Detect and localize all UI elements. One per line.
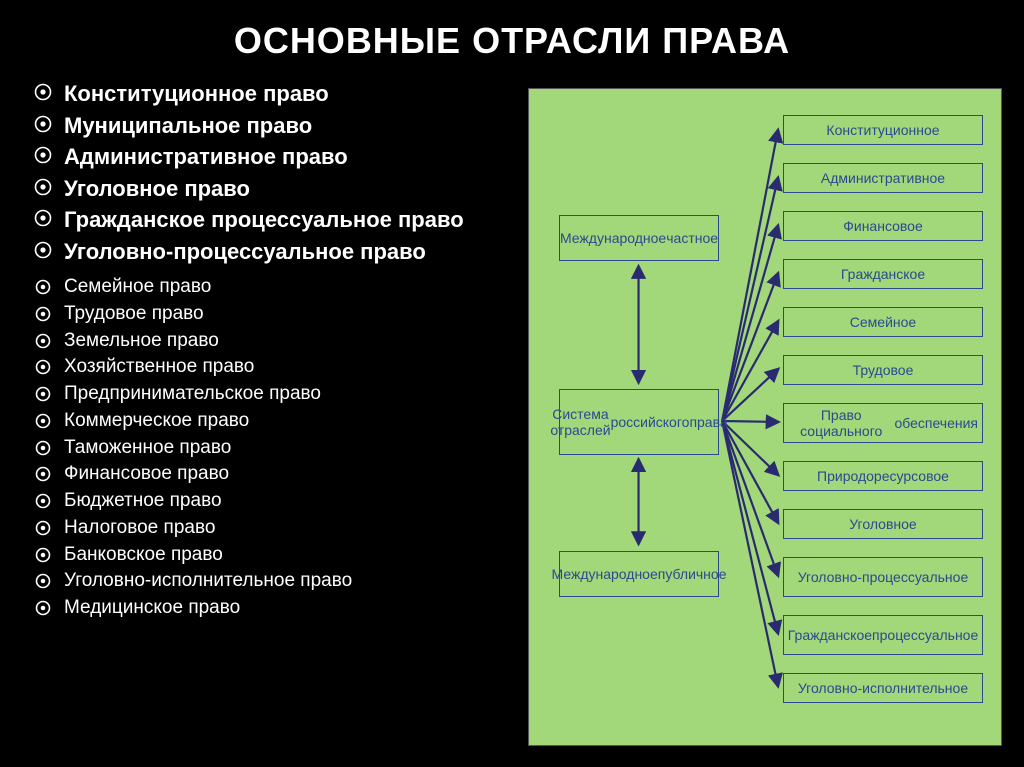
bullet-icon <box>32 517 54 539</box>
bullet-icon <box>32 303 54 325</box>
list-item-label: Налоговое право <box>64 516 215 540</box>
list-item-label: Уголовно-процессуальное право <box>64 238 426 266</box>
list-item: Финансовое право <box>32 462 502 486</box>
list-item: Муниципальное право <box>32 112 502 140</box>
diagram-node-crimproc: Уголовно-процессуальное <box>783 557 983 597</box>
list-item: Семейное право <box>32 275 502 299</box>
list-item: Таможенное право <box>32 436 502 460</box>
diagram-node-const: Конституционное <box>783 115 983 145</box>
bullet-icon <box>32 330 54 352</box>
diagram-node-intl-private: Международноечастное <box>559 215 719 261</box>
list-item: Налоговое право <box>32 516 502 540</box>
diagram-node-civproc: Гражданскоепроцессуальное <box>783 615 983 655</box>
bullet-icon <box>32 207 54 229</box>
list-item-label: Уголовно-исполнительное право <box>64 569 352 593</box>
list-item: Уголовно-исполнительное право <box>32 569 502 593</box>
list-item-label: Таможенное право <box>64 436 231 460</box>
bullet-icon <box>32 276 54 298</box>
list-item-label: Семейное право <box>64 275 211 299</box>
left-column: Конституционное право Муниципальное прав… <box>32 80 502 623</box>
list-item-label: Хозяйственное право <box>64 355 254 379</box>
list-item: Гражданское процессуальное право <box>32 206 502 234</box>
list-item: Уголовно-процессуальное право <box>32 238 502 266</box>
bullet-icon <box>32 81 54 103</box>
list-item-label: Предпринимательское право <box>64 382 321 406</box>
diagram-node-system: Система отраслейроссийскогоправа <box>559 389 719 455</box>
list-item: Медицинское право <box>32 596 502 620</box>
bullet-icon <box>32 570 54 592</box>
bullet-icon <box>32 144 54 166</box>
bold-list: Конституционное право Муниципальное прав… <box>32 80 502 265</box>
list-item: Бюджетное право <box>32 489 502 513</box>
list-item: Предпринимательское право <box>32 382 502 406</box>
list-item: Земельное право <box>32 329 502 353</box>
list-item-label: Коммерческое право <box>64 409 249 433</box>
list-item-label: Административное право <box>64 143 348 171</box>
diagram-node-labor: Трудовое <box>783 355 983 385</box>
diagram-node-civil: Гражданское <box>783 259 983 289</box>
list-item-label: Уголовное право <box>64 175 250 203</box>
diagram-node-social: Право социальногообеспечения <box>783 403 983 443</box>
list-item: Конституционное право <box>32 80 502 108</box>
list-item-label: Гражданское процессуальное право <box>64 206 464 234</box>
list-item-label: Банковское право <box>64 543 223 567</box>
list-item: Коммерческое право <box>32 409 502 433</box>
bullet-icon <box>32 463 54 485</box>
diagram-node-crimexec: Уголовно-исполнительное <box>783 673 983 703</box>
regular-list: Семейное право Трудовое право Земельное … <box>32 275 502 620</box>
list-item: Банковское право <box>32 543 502 567</box>
diagram-panel: Международноечастное Система отраслейросс… <box>528 88 1002 746</box>
list-item-label: Конституционное право <box>64 80 329 108</box>
list-item-label: Финансовое право <box>64 462 229 486</box>
diagram-node-admin: Административное <box>783 163 983 193</box>
list-item-label: Медицинское право <box>64 596 240 620</box>
list-item: Хозяйственное право <box>32 355 502 379</box>
list-item-label: Бюджетное право <box>64 489 222 513</box>
bullet-icon <box>32 383 54 405</box>
list-item-label: Земельное право <box>64 329 219 353</box>
list-item-label: Трудовое право <box>64 302 204 326</box>
bullet-icon <box>32 113 54 135</box>
list-item: Административное право <box>32 143 502 171</box>
title-text: ОСНОВНЫЕ ОТРАСЛИ ПРАВА <box>234 20 790 61</box>
bullet-icon <box>32 356 54 378</box>
list-item: Уголовное право <box>32 175 502 203</box>
bullet-icon <box>32 176 54 198</box>
page-title: ОСНОВНЫЕ ОТРАСЛИ ПРАВА <box>0 20 1024 62</box>
bullet-icon <box>32 239 54 261</box>
diagram-node-family: Семейное <box>783 307 983 337</box>
diagram-node-criminal: Уголовное <box>783 509 983 539</box>
bullet-icon <box>32 597 54 619</box>
list-item-label: Муниципальное право <box>64 112 312 140</box>
diagram-node-fin: Финансовое <box>783 211 983 241</box>
diagram-node-nature: Природоресурсовое <box>783 461 983 491</box>
bullet-icon <box>32 544 54 566</box>
list-item: Трудовое право <box>32 302 502 326</box>
diagram-node-intl-public: Международноепубличное <box>559 551 719 597</box>
bullet-icon <box>32 490 54 512</box>
bullet-icon <box>32 437 54 459</box>
bullet-icon <box>32 410 54 432</box>
